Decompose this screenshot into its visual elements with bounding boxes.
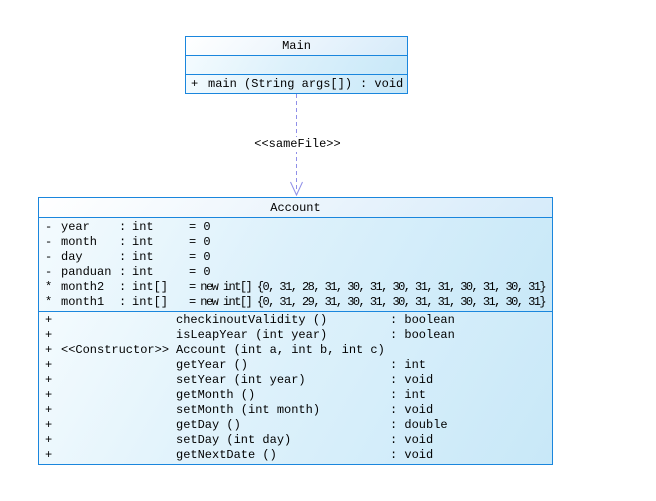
field-row: * month1 : int[] = new int[] {0, 31, 29,…: [39, 295, 552, 310]
method-signature: checkinoutValidity (): [176, 313, 328, 327]
field-name: day: [61, 250, 83, 264]
method-return-type: : void: [390, 403, 434, 417]
field-default-value: = 0: [189, 250, 211, 264]
field-type: int: [132, 265, 154, 279]
field-visibility: -: [45, 220, 53, 234]
method-visibility: +: [45, 418, 53, 432]
method-visibility: +: [45, 433, 53, 447]
method-return-type: : void: [390, 433, 434, 447]
method-visibility: +: [45, 328, 53, 342]
method-return-type: : boolean: [390, 313, 455, 327]
field-type: int: [132, 235, 154, 249]
method-visibility: +: [45, 343, 53, 357]
method-return-type: : boolean: [390, 328, 455, 342]
field-visibility: -: [45, 235, 53, 249]
method-visibility: +: [45, 373, 53, 387]
dependency-stereotype-label: <<sameFile>>: [250, 137, 345, 152]
main-fields-compartment: [186, 56, 407, 75]
field-colon: :: [119, 280, 127, 294]
field-default-value: = 0: [189, 235, 211, 249]
class-title-main: Main: [186, 37, 407, 56]
method-row: + isLeapYear (int year) : boolean: [39, 328, 552, 343]
method-signature: isLeapYear (int year): [176, 328, 328, 342]
field-colon: :: [119, 265, 127, 279]
account-methods-compartment: + checkinoutValidity () : boolean + isLe…: [39, 312, 552, 464]
field-name: panduan: [61, 265, 112, 279]
arrowhead-icon: [290, 181, 303, 197]
method-signature: main (String args[]): [208, 77, 353, 91]
method-row: + setMonth (int month) : void: [39, 403, 552, 418]
method-row: + getMonth () : int: [39, 388, 552, 403]
field-type: int[]: [132, 295, 169, 309]
method-visibility: +: [191, 77, 199, 91]
field-name: month: [61, 235, 98, 249]
field-type: int: [132, 250, 154, 264]
method-row: + <<Constructor>> Account (int a, int b,…: [39, 343, 552, 358]
method-row: + main (String args[]) : void: [186, 75, 407, 93]
field-visibility: -: [45, 250, 53, 264]
class-box-main[interactable]: Main + main (String args[]) : void: [185, 36, 408, 94]
method-return-type: : void: [390, 373, 434, 387]
method-row: + setDay (int day) : void: [39, 433, 552, 448]
method-row: + getDay () : double: [39, 418, 552, 433]
field-row: - month : int = 0: [39, 235, 552, 250]
class-title-account-label: Account: [270, 200, 321, 215]
class-title-account: Account: [39, 198, 552, 218]
method-signature: Account (int a, int b, int c): [176, 343, 385, 357]
class-title-main-label: Main: [282, 39, 311, 53]
method-row: + setYear (int year) : void: [39, 373, 552, 388]
field-visibility: *: [45, 280, 53, 294]
method-visibility: +: [45, 358, 53, 372]
field-default-value: = new int[] {0, 31, 29, 31, 30, 31, 30, …: [189, 295, 547, 309]
field-colon: :: [119, 250, 127, 264]
method-row: + checkinoutValidity () : boolean: [39, 313, 552, 328]
method-return-type: : void: [390, 448, 434, 462]
field-default-value: = 0: [189, 265, 211, 279]
method-row: + getYear () : int: [39, 358, 552, 373]
method-stereotype: <<Constructor>>: [61, 343, 170, 357]
field-visibility: -: [45, 265, 53, 279]
method-visibility: +: [45, 448, 53, 462]
account-fields-compartment: - year : int = 0 - month : int = 0 - day…: [39, 218, 552, 312]
method-signature: getDay (): [176, 418, 241, 432]
dependency-arrow[interactable]: [289, 94, 304, 198]
class-box-account[interactable]: Account - year : int = 0 - month : int =…: [38, 197, 553, 465]
field-default-value: = new int[] {0, 31, 28, 31, 30, 31, 30, …: [189, 280, 547, 294]
method-signature: setYear (int year): [176, 373, 306, 387]
method-signature: setMonth (int month): [176, 403, 321, 417]
field-name: month1: [61, 295, 105, 309]
field-default-value: = 0: [189, 220, 211, 234]
main-methods-compartment: + main (String args[]) : void: [186, 75, 407, 93]
field-colon: :: [119, 295, 127, 309]
method-signature: setDay (int day): [176, 433, 292, 447]
method-visibility: +: [45, 313, 53, 327]
field-visibility: *: [45, 295, 53, 309]
field-name: year: [61, 220, 90, 234]
method-signature: getYear (): [176, 358, 249, 372]
method-visibility: +: [45, 388, 53, 402]
method-signature: getNextDate (): [176, 448, 277, 462]
field-colon: :: [119, 235, 127, 249]
field-row: - year : int = 0: [39, 220, 552, 235]
field-row: - panduan : int = 0: [39, 265, 552, 280]
field-row: - day : int = 0: [39, 250, 552, 265]
method-return-type: : int: [390, 358, 427, 372]
method-return-type: : void: [360, 77, 404, 91]
field-name: month2: [61, 280, 105, 294]
field-type: int: [132, 220, 154, 234]
field-row: * month2 : int[] = new int[] {0, 31, 28,…: [39, 280, 552, 295]
method-visibility: +: [45, 403, 53, 417]
method-return-type: : int: [390, 388, 427, 402]
method-return-type: : double: [390, 418, 448, 432]
field-type: int[]: [132, 280, 169, 294]
field-colon: :: [119, 220, 127, 234]
method-row: + getNextDate () : void: [39, 448, 552, 463]
method-signature: getMonth (): [176, 388, 256, 402]
